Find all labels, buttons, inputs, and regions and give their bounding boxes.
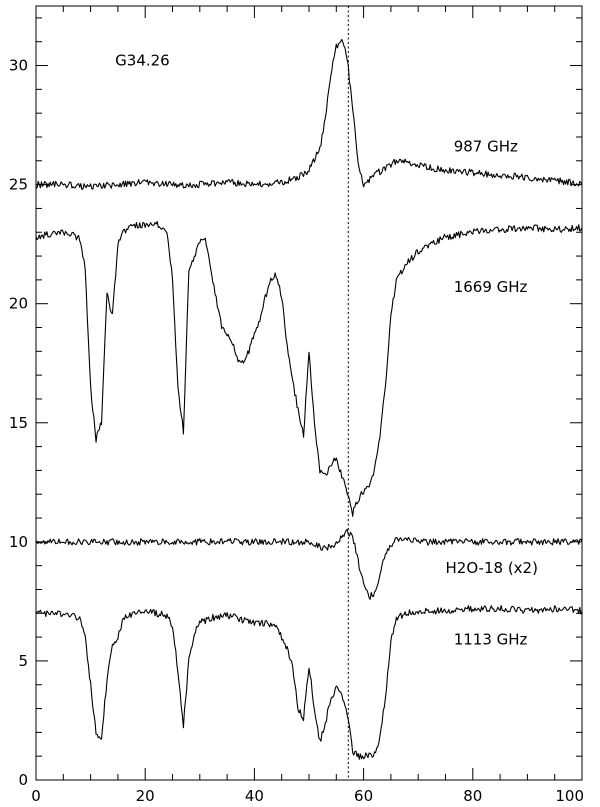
trace-987-ghz xyxy=(35,38,583,190)
y-tick-label: 10 xyxy=(9,533,28,551)
x-tick-label: 0 xyxy=(31,787,41,805)
y-tick-label: 20 xyxy=(9,295,28,313)
x-tick-label: 60 xyxy=(354,787,373,805)
y-tick-label: 5 xyxy=(18,652,28,670)
annotation-g34-26: G34.26 xyxy=(115,52,170,70)
x-tick-label: 100 xyxy=(555,787,584,805)
x-tick-label: 80 xyxy=(463,787,482,805)
annotation-1669-ghz: 1669 GHz xyxy=(454,278,528,296)
trace-h2o-18-x2 xyxy=(35,528,583,600)
axis-ticks xyxy=(35,6,583,781)
x-tick-label: 40 xyxy=(245,787,264,805)
spectra-traces xyxy=(35,38,583,760)
y-tick-label: 15 xyxy=(9,414,28,432)
axis-tick-labels: 0 20 40 60 80 100 0 5 10 15 20 25 30 xyxy=(9,57,584,805)
y-tick-label: 0 xyxy=(18,771,28,789)
trace-annotations: G34.26 987 GHz 1669 GHz H2O-18 (x2) 1113 GHz xyxy=(115,52,538,649)
trace-1113-ghz xyxy=(35,605,583,760)
annotation-987-ghz: 987 GHz xyxy=(454,137,518,155)
y-tick-label: 25 xyxy=(9,176,28,194)
plot-frame xyxy=(35,5,583,781)
y-tick-label: 30 xyxy=(9,57,28,75)
trace-1669-ghz xyxy=(35,220,583,517)
annotation-1113-ghz: 1113 GHz xyxy=(454,630,528,648)
x-tick-label: 20 xyxy=(136,787,155,805)
annotation-h2o-18-x2: H2O-18 (x2) xyxy=(446,559,538,577)
